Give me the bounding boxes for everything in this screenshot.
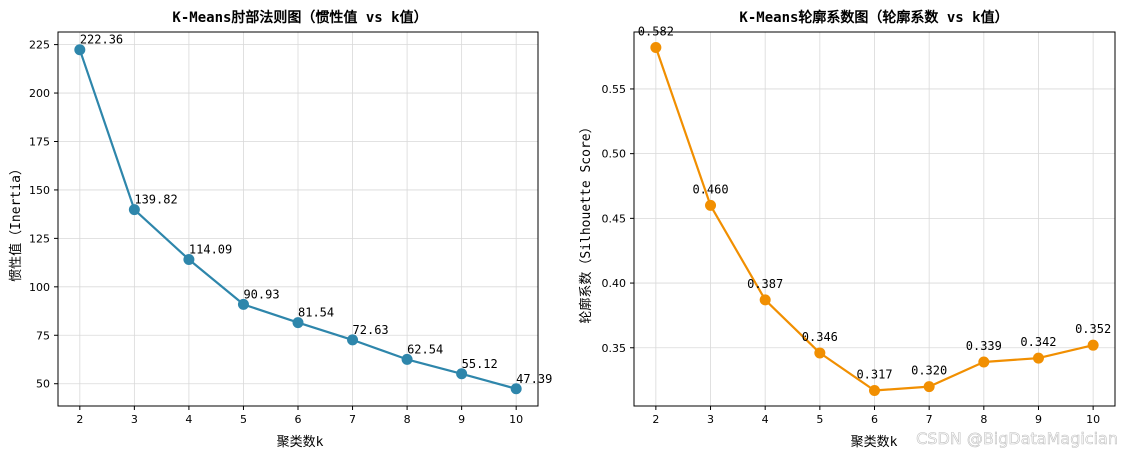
elbow-data-point <box>74 44 86 56</box>
elbow-chart-title: K-Means肘部法则图（惯性值 vs k值） <box>172 9 427 26</box>
silhouette-y-axis-label: 轮廓系数（Silhouette Score） <box>578 120 594 323</box>
silhouette-data-point <box>650 42 662 54</box>
elbow-y-tick-label: 225 <box>29 39 50 52</box>
silhouette-y-tick-label: 0.55 <box>602 83 627 96</box>
elbow-y-tick-label: 50 <box>36 378 50 391</box>
silhouette-data-point <box>1087 339 1099 351</box>
elbow-data-label: 222.36 <box>80 33 123 47</box>
silhouette-data-point <box>978 356 990 368</box>
elbow-x-tick-label: 10 <box>509 413 523 426</box>
silhouette-data-label: 0.346 <box>802 330 838 344</box>
silhouette-data-label: 0.320 <box>911 364 947 378</box>
elbow-data-label: 81.54 <box>298 306 334 320</box>
elbow-plot-frame <box>57 31 539 407</box>
elbow-chart: K-Means肘部法则图（惯性值 vs k值） 聚类数k 惯性值（Inertia… <box>8 9 552 450</box>
silhouette-data-point <box>923 381 935 393</box>
silhouette-x-tick-label: 4 <box>762 413 769 426</box>
elbow-x-tick-label: 9 <box>458 413 465 426</box>
silhouette-chart-title: K-Means轮廓系数图（轮廓系数 vs k值） <box>739 9 1008 26</box>
elbow-x-tick-label: 8 <box>404 413 411 426</box>
silhouette-x-tick-label: 6 <box>871 413 878 426</box>
elbow-data-point <box>347 334 359 346</box>
elbow-data-point <box>292 317 304 329</box>
silhouette-y-tick-label: 0.45 <box>602 212 627 225</box>
elbow-data-point <box>510 383 522 395</box>
elbow-y-tick-label: 200 <box>29 87 50 100</box>
silhouette-data-point <box>705 199 717 211</box>
silhouette-x-tick-label: 9 <box>1035 413 1042 426</box>
elbow-data-label: 62.54 <box>407 342 443 356</box>
silhouette-data-label: 0.387 <box>747 277 783 291</box>
silhouette-y-tick-label: 0.50 <box>602 148 627 161</box>
silhouette-data-point <box>869 384 880 396</box>
silhouette-data-label: 0.352 <box>1075 322 1111 336</box>
silhouette-x-tick-label: 8 <box>980 413 987 426</box>
elbow-data-label: 139.82 <box>134 193 177 207</box>
elbow-data-point <box>183 254 195 266</box>
elbow-y-tick-label: 150 <box>29 184 50 197</box>
silhouette-data-label: 0.342 <box>1020 335 1056 349</box>
silhouette-y-tick-label: 0.40 <box>602 277 627 290</box>
silhouette-x-tick-label: 2 <box>652 413 659 426</box>
elbow-x-tick-label: 5 <box>240 413 247 426</box>
elbow-x-tick-label: 4 <box>185 413 192 426</box>
silhouette-data-point <box>814 347 826 359</box>
elbow-y-tick-label: 175 <box>29 135 50 148</box>
silhouette-x-tick-label: 3 <box>707 413 714 426</box>
silhouette-x-axis-label: 聚类数k <box>851 435 898 450</box>
elbow-x-tick-label: 7 <box>349 413 356 426</box>
silhouette-y-tick-label: 0.35 <box>602 342 627 355</box>
silhouette-x-tick-label: 7 <box>926 413 933 426</box>
silhouette-data-point <box>1032 352 1044 364</box>
elbow-x-tick-label: 2 <box>76 413 83 426</box>
silhouette-x-tick-label: 10 <box>1086 413 1100 426</box>
watermark: CSDN @BigDataMagician <box>916 429 1118 448</box>
elbow-data-label: 72.63 <box>353 323 389 337</box>
elbow-y-tick-label: 100 <box>29 281 50 294</box>
elbow-data-label: 55.12 <box>462 357 498 371</box>
elbow-y-tick-label: 75 <box>36 329 50 342</box>
silhouette-data-label: 0.339 <box>966 339 1002 353</box>
elbow-data-label: 114.09 <box>189 243 232 257</box>
elbow-data-label: 47.39 <box>516 372 552 386</box>
silhouette-data-point <box>759 294 771 306</box>
elbow-data-label: 90.93 <box>243 287 279 301</box>
elbow-y-tick-label: 125 <box>29 232 50 245</box>
silhouette-chart: K-Means轮廓系数图（轮廓系数 vs k值） 聚类数k 轮廓系数（Silho… <box>578 9 1116 450</box>
elbow-x-tick-label: 6 <box>295 413 302 426</box>
elbow-x-tick-label: 3 <box>131 413 138 426</box>
elbow-data-point <box>237 298 249 310</box>
elbow-y-axis-label: 惯性值（Inertia） <box>8 162 24 282</box>
elbow-data-point <box>456 368 468 380</box>
elbow-x-axis-label: 聚类数k <box>277 435 324 450</box>
elbow-data-point <box>401 353 413 365</box>
elbow-data-point <box>128 204 140 216</box>
silhouette-x-tick-label: 5 <box>816 413 823 426</box>
silhouette-plot-frame <box>633 31 1116 407</box>
silhouette-data-label: 0.460 <box>692 182 728 196</box>
silhouette-data-label: 0.317 <box>856 367 892 381</box>
